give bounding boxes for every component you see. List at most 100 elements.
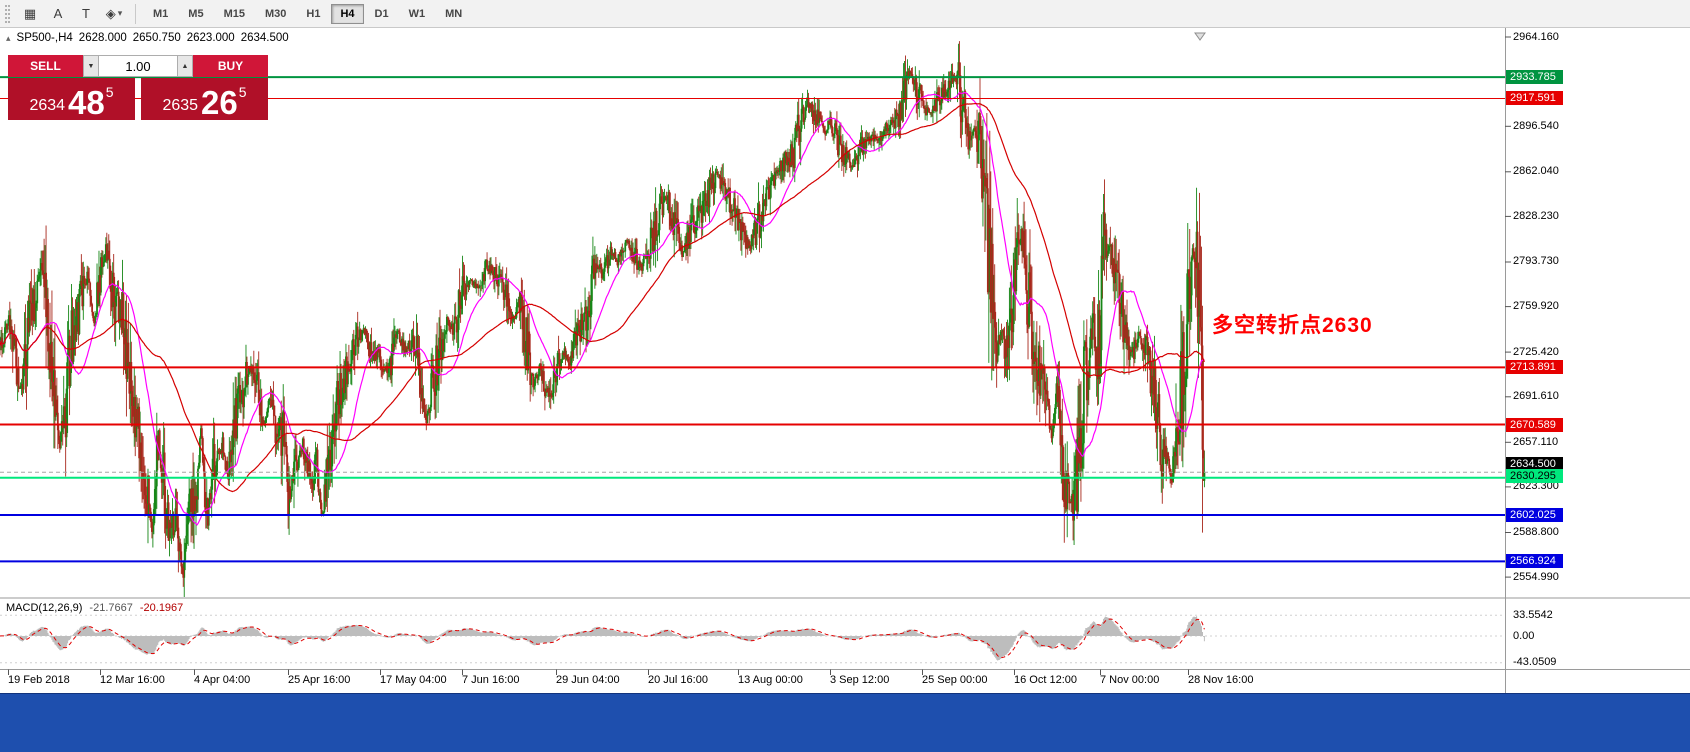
- buy-price-box[interactable]: 2635 26 5: [141, 78, 268, 120]
- sell-price-big: 48: [68, 83, 105, 121]
- price-badge: 2566.924: [1506, 554, 1563, 569]
- volume-input[interactable]: [99, 55, 177, 77]
- price-axis-label: 2623.300: [1513, 480, 1559, 493]
- timeframe-w1[interactable]: W1: [408, 7, 426, 20]
- price-badge: 2713.891: [1506, 360, 1563, 375]
- time-axis-label: 16 Oct 12:00: [1014, 674, 1077, 686]
- toolbar-separator: [135, 3, 136, 24]
- buy-price-sup: 5: [238, 84, 247, 100]
- symbol-name: SP500-,H4: [16, 32, 73, 44]
- timeframe-h4[interactable]: H4: [331, 3, 364, 24]
- chevron-down-icon: ▾: [117, 8, 123, 18]
- time-axis-label: 3 Sep 12:00: [830, 674, 890, 686]
- macd-histogram: [0, 616, 1205, 661]
- time-axis-label: 17 May 04:00: [380, 674, 447, 686]
- time-axis-label: 28 Nov 16:00: [1188, 674, 1254, 686]
- text-tool-glyph: T: [82, 6, 90, 21]
- bar-high: 2650.750: [132, 32, 181, 44]
- grid-icon[interactable]: ▦: [17, 3, 43, 25]
- price-axis-label: 2725.420: [1513, 345, 1559, 358]
- time-axis-label: 20 Jul 16:00: [648, 674, 708, 686]
- price-axis-label: 2896.540: [1513, 119, 1559, 132]
- timeframe-mn[interactable]: MN: [445, 7, 463, 20]
- text-label-icon[interactable]: A: [45, 3, 71, 25]
- price-axis-label: 2759.920: [1513, 300, 1559, 313]
- moving-average-line: [0, 91, 1205, 526]
- time-axis-label: 4 Apr 04:00: [194, 674, 251, 686]
- chart-annotation-text: 多空转折点2630: [1212, 314, 1373, 337]
- macd-axis-label: 0.00: [1513, 629, 1535, 642]
- bar-low: 2623.000: [186, 32, 235, 44]
- price-chart-canvas[interactable]: [0, 28, 1690, 693]
- price-axis-label: 2657.110: [1513, 435, 1559, 448]
- timeframe-m30[interactable]: M30: [264, 7, 287, 20]
- text-label-glyph: A: [53, 6, 63, 21]
- timeframe-m5[interactable]: M5: [188, 7, 204, 20]
- time-axis-label: 7 Nov 00:00: [1100, 674, 1160, 686]
- macd-pane: [0, 614, 1505, 664]
- time-axis-label: 25 Apr 16:00: [288, 674, 351, 686]
- sell-price-box[interactable]: 2634 48 5: [8, 78, 135, 120]
- price-axis-label: 2691.610: [1513, 390, 1559, 403]
- macd-value: -21.7667: [89, 602, 133, 614]
- timeframe-d1[interactable]: D1: [374, 7, 389, 20]
- time-axis[interactable]: [0, 670, 1690, 693]
- price-badge: 2933.785: [1506, 70, 1563, 85]
- timeframe-m15[interactable]: M15: [223, 7, 245, 20]
- trade-controls-row: SELL ▼ ▲ BUY: [8, 55, 268, 77]
- grid-icon-glyph: ▦: [23, 5, 37, 21]
- price-axis-label: 2793.730: [1513, 255, 1559, 268]
- toolbar: ▦ A T ◈ ▾ M1 M5 M15 M30 H1 H4 D1 W1 MN: [0, 0, 1690, 28]
- shapes-icon[interactable]: ◈ ▾: [101, 3, 127, 25]
- bar-open: 2628.000: [78, 32, 127, 44]
- moving-average-line: [0, 103, 1205, 493]
- timeframe-h1[interactable]: H1: [306, 7, 321, 20]
- candles-down-bodies: [0, 62, 1205, 578]
- macd-title: MACD(12,26,9): [6, 602, 83, 614]
- trade-prices-row: 2634 48 5 2635 26 5: [8, 78, 268, 120]
- price-axis-label: 2588.800: [1513, 525, 1559, 538]
- shapes-glyph: ◈: [105, 5, 116, 21]
- chart-title: ▴ SP500-,H4 2628.000 2650.750 2623.000 2…: [6, 32, 289, 44]
- sell-button[interactable]: SELL: [8, 55, 83, 77]
- candles-up-wicks: [0, 43, 1205, 597]
- price-badge: 2630.295: [1506, 468, 1563, 483]
- time-axis-label: 7 Jun 16:00: [462, 674, 520, 686]
- price-badge: 2670.589: [1506, 417, 1563, 432]
- time-axis-label: 13 Aug 00:00: [738, 674, 803, 686]
- volume-up-icon[interactable]: ▲: [177, 55, 193, 77]
- price-axis-label: 2964.160: [1513, 30, 1559, 43]
- price-badge: 2634.500: [1506, 457, 1563, 472]
- price-axis-label: 2828.230: [1513, 209, 1559, 222]
- macd-indicator-label: MACD(12,26,9) -21.7667 -20.1967: [6, 602, 183, 614]
- candles-up-bodies: [0, 62, 1206, 578]
- time-axis-label: 25 Sep 00:00: [922, 674, 988, 686]
- bottom-bar: [0, 693, 1690, 752]
- text-tool-icon[interactable]: T: [73, 3, 99, 25]
- macd-axis-label: 33.5542: [1513, 608, 1553, 621]
- price-axis-label: 2554.990: [1513, 570, 1559, 583]
- macd-signal-value: -20.1967: [139, 602, 184, 614]
- price-badge: 2602.025: [1506, 508, 1563, 523]
- macd-signal-line: [0, 618, 1205, 659]
- volume-down-icon[interactable]: ▼: [83, 55, 99, 77]
- buy-price-big: 26: [201, 83, 238, 121]
- time-axis-label: 29 Jun 04:00: [556, 674, 620, 686]
- price-axis[interactable]: [1506, 28, 1690, 669]
- buy-price-small: 2635: [162, 97, 199, 114]
- buy-button[interactable]: BUY: [193, 55, 268, 77]
- time-axis-label: 19 Feb 2018: [8, 674, 70, 686]
- sell-price-sup: 5: [105, 84, 114, 100]
- price-axis-label: 2862.040: [1513, 165, 1559, 178]
- candle-pane: [0, 41, 1206, 597]
- chart-shift-marker[interactable]: [1194, 32, 1206, 41]
- sell-price-small: 2634: [29, 97, 66, 114]
- one-click-trading-panel: SELL ▼ ▲ BUY 2634 48 5 2635 26 5: [8, 55, 268, 120]
- timeframe-m1[interactable]: M1: [153, 7, 169, 20]
- toolbar-grip[interactable]: [5, 4, 10, 23]
- one-click-toggle-icon[interactable]: ▴: [6, 32, 11, 43]
- macd-axis-label: -43.0509: [1513, 656, 1557, 669]
- chart-window: ▴ SP500-,H4 2628.000 2650.750 2623.000 2…: [0, 28, 1690, 693]
- price-badge: 2917.591: [1506, 91, 1563, 106]
- bar-close: 2634.500: [240, 32, 289, 44]
